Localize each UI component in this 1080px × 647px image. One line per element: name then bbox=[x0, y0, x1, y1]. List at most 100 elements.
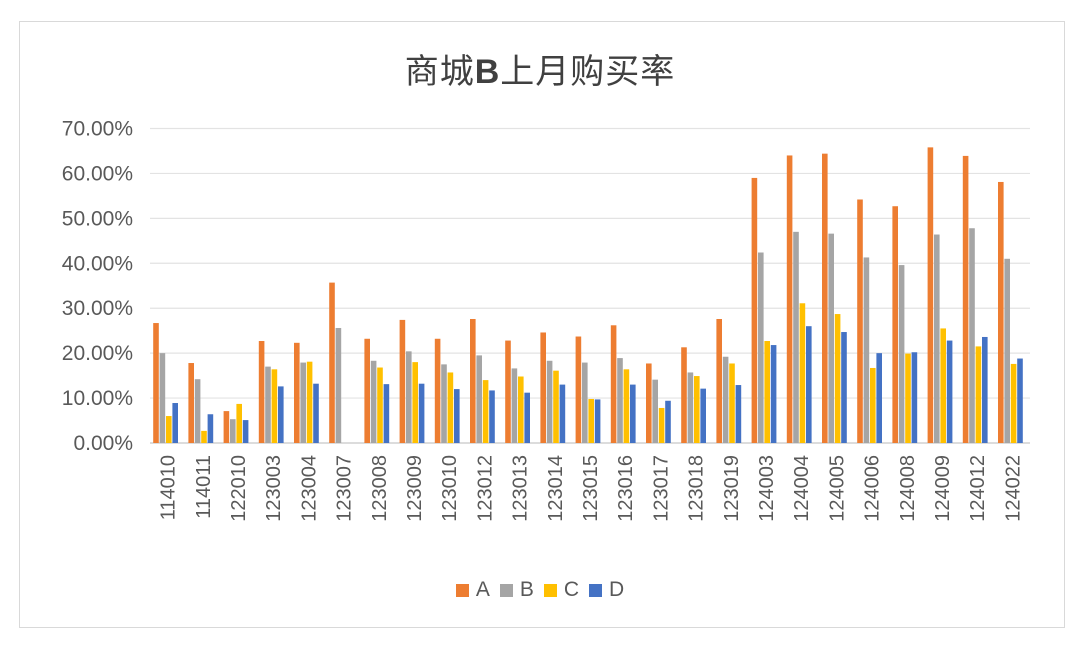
x-tick-label: 114010 bbox=[158, 455, 180, 520]
bar-b bbox=[546, 360, 553, 443]
bar-d bbox=[876, 353, 882, 443]
bar-b bbox=[617, 358, 623, 443]
x-tick-label: 123007 bbox=[334, 455, 356, 522]
bar-d bbox=[454, 389, 460, 443]
x-axis: 114010 114011 122010 123003 123004 123007 1230… bbox=[158, 455, 1025, 522]
bar-b bbox=[511, 368, 518, 443]
bar-c bbox=[834, 314, 841, 443]
bar-a bbox=[258, 341, 265, 443]
x-tick-label: 123016 bbox=[615, 455, 637, 522]
bar-b bbox=[687, 372, 694, 443]
x-tick-label: 123004 bbox=[298, 455, 320, 522]
legend-item-d[interactable]: D bbox=[589, 578, 624, 602]
y-tick-label: 20.00% bbox=[62, 342, 133, 365]
bar-d bbox=[770, 345, 777, 443]
legend-item-c[interactable]: C bbox=[543, 578, 579, 602]
bar-d bbox=[911, 352, 918, 443]
bar-b bbox=[335, 327, 342, 443]
legend-swatch-c bbox=[543, 583, 557, 597]
x-tick-label: 123017 bbox=[650, 455, 672, 522]
bar-d bbox=[172, 403, 178, 443]
bar-c bbox=[623, 369, 630, 443]
bar-d bbox=[418, 383, 425, 443]
bar-c bbox=[201, 430, 207, 443]
bar-d bbox=[630, 384, 636, 443]
bar-b bbox=[265, 366, 271, 443]
bar-a bbox=[822, 153, 828, 443]
x-tick-label: 123009 bbox=[404, 455, 426, 522]
legend-swatch-b bbox=[499, 583, 513, 597]
bar-c bbox=[306, 361, 313, 443]
x-tick-label: 123008 bbox=[369, 455, 391, 522]
bar-a bbox=[646, 363, 652, 443]
y-tick-label: 70.00% bbox=[62, 118, 133, 141]
x-tick-label: 123013 bbox=[510, 455, 532, 522]
bar-a bbox=[434, 338, 441, 443]
bar-d bbox=[313, 383, 319, 443]
bar-b bbox=[476, 355, 482, 443]
bar-a bbox=[716, 318, 722, 443]
bar-c bbox=[166, 416, 172, 443]
bar-d bbox=[665, 400, 671, 443]
bar-c bbox=[870, 367, 876, 443]
bar-a bbox=[505, 340, 511, 443]
bar-b bbox=[1004, 258, 1010, 443]
bar-c bbox=[940, 328, 946, 443]
chart-frame bbox=[19, 21, 1065, 628]
bar-c bbox=[271, 369, 278, 443]
bar-d bbox=[489, 390, 495, 443]
bar-d bbox=[524, 392, 530, 443]
bar-d bbox=[735, 385, 742, 443]
bar-a bbox=[294, 342, 300, 443]
bar-d bbox=[207, 414, 214, 443]
x-tick-label: 124005 bbox=[826, 455, 848, 522]
bar-a bbox=[927, 147, 934, 443]
bar-b bbox=[828, 233, 834, 443]
x-tick-label: 123012 bbox=[474, 455, 496, 522]
bar-a bbox=[998, 181, 1004, 443]
bar-b bbox=[898, 265, 905, 443]
bar-c bbox=[482, 380, 489, 443]
bar-d bbox=[383, 384, 390, 443]
title-part-2: B bbox=[474, 53, 501, 91]
bar-c bbox=[905, 353, 911, 443]
legend: A B C D bbox=[0, 578, 1080, 602]
x-tick-label: 123019 bbox=[721, 455, 743, 522]
bar-d bbox=[278, 386, 284, 443]
bar-b bbox=[582, 362, 588, 443]
x-tick-label: 122010 bbox=[228, 455, 250, 522]
title-part-3: 上月购买率 bbox=[500, 52, 676, 92]
bar-b bbox=[159, 353, 166, 443]
bar-b bbox=[406, 351, 412, 443]
bar-d bbox=[841, 332, 847, 443]
bar-c bbox=[764, 341, 770, 443]
bar-d bbox=[1017, 358, 1023, 443]
bar-c bbox=[553, 370, 559, 443]
bar-b bbox=[230, 419, 236, 443]
bar-d bbox=[982, 336, 988, 443]
x-tick-label: 123018 bbox=[686, 455, 708, 522]
bar-c bbox=[447, 372, 454, 443]
bar-a bbox=[575, 336, 582, 443]
x-tick-label: 124004 bbox=[791, 455, 813, 522]
legend-label-a: A bbox=[475, 578, 490, 601]
legend-item-b[interactable]: B bbox=[499, 578, 534, 602]
bar-b bbox=[793, 231, 799, 443]
bars bbox=[153, 147, 1023, 443]
bar-a bbox=[153, 323, 159, 443]
x-tick-label: 123015 bbox=[580, 455, 602, 522]
bar-a bbox=[751, 177, 758, 443]
x-tick-label: 124012 bbox=[967, 455, 989, 522]
y-tick-label: 60.00% bbox=[62, 162, 133, 185]
x-tick-label: 124009 bbox=[932, 455, 954, 522]
x-tick-label: 124006 bbox=[862, 455, 884, 522]
bar-a bbox=[610, 325, 617, 443]
bar-a bbox=[786, 155, 793, 443]
bar-d bbox=[700, 388, 706, 443]
bar-a bbox=[188, 363, 194, 443]
y-tick-label: 50.00% bbox=[62, 207, 133, 230]
bar-a bbox=[364, 338, 370, 443]
bar-d bbox=[806, 326, 812, 443]
legend-item-a[interactable]: A bbox=[455, 578, 490, 602]
bar-c bbox=[694, 376, 700, 443]
